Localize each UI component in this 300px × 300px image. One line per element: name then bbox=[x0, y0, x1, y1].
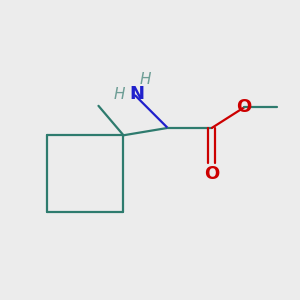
Text: H: H bbox=[140, 72, 151, 87]
Text: N: N bbox=[129, 85, 144, 103]
Text: H: H bbox=[113, 87, 125, 102]
Text: O: O bbox=[204, 165, 220, 183]
Text: O: O bbox=[237, 98, 252, 116]
